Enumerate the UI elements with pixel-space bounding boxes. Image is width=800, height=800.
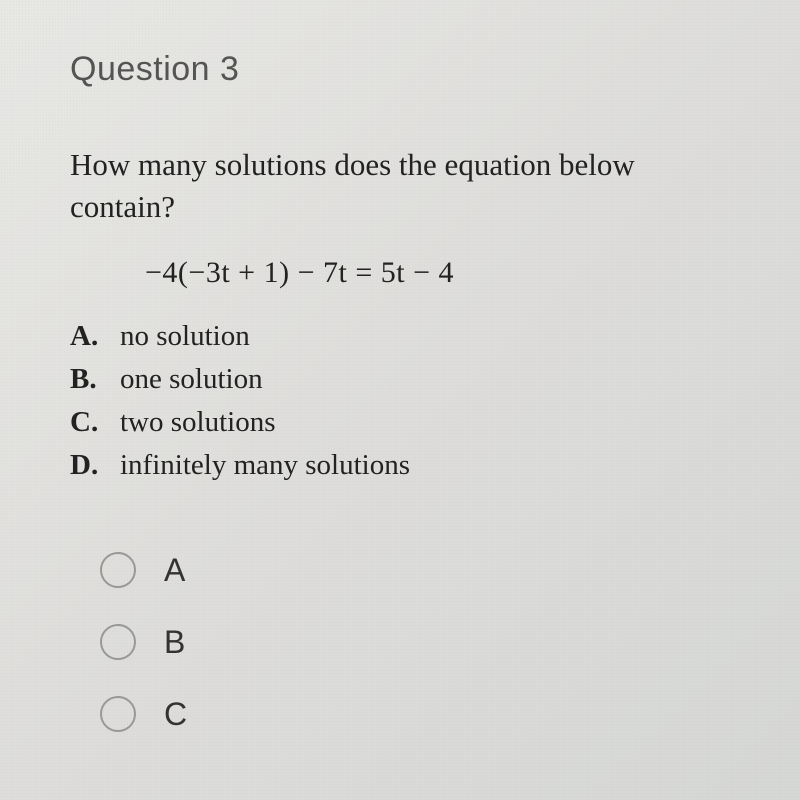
radio-label: A (164, 552, 185, 589)
radio-label: B (164, 624, 185, 661)
equation-display: −4(−3t + 1) − 7t = 5t − 4 (145, 256, 730, 290)
radio-answer-group: A B C (100, 552, 730, 733)
option-text: two solutions (120, 406, 276, 439)
option-text: no solution (120, 320, 250, 353)
option-text: one solution (120, 363, 263, 396)
option-text: infinitely many solutions (120, 449, 410, 482)
radio-label: C (164, 696, 187, 733)
option-letter: A. (70, 320, 120, 353)
radio-option-b[interactable]: B (100, 624, 730, 661)
radio-circle-icon (100, 696, 136, 732)
option-item-b: B. one solution (70, 363, 730, 396)
option-item-a: A. no solution (70, 320, 730, 353)
radio-option-a[interactable]: A (100, 552, 730, 589)
option-letter: D. (70, 449, 120, 482)
radio-option-c[interactable]: C (100, 696, 730, 733)
option-item-c: C. two solutions (70, 406, 730, 439)
question-number-header: Question 3 (70, 50, 730, 89)
option-item-d: D. infinitely many solutions (70, 449, 730, 482)
radio-circle-icon (100, 552, 136, 588)
answer-options-list: A. no solution B. one solution C. two so… (70, 320, 730, 482)
radio-circle-icon (100, 624, 136, 660)
question-prompt: How many solutions does the equation bel… (70, 144, 730, 228)
option-letter: B. (70, 363, 120, 396)
option-letter: C. (70, 406, 120, 439)
